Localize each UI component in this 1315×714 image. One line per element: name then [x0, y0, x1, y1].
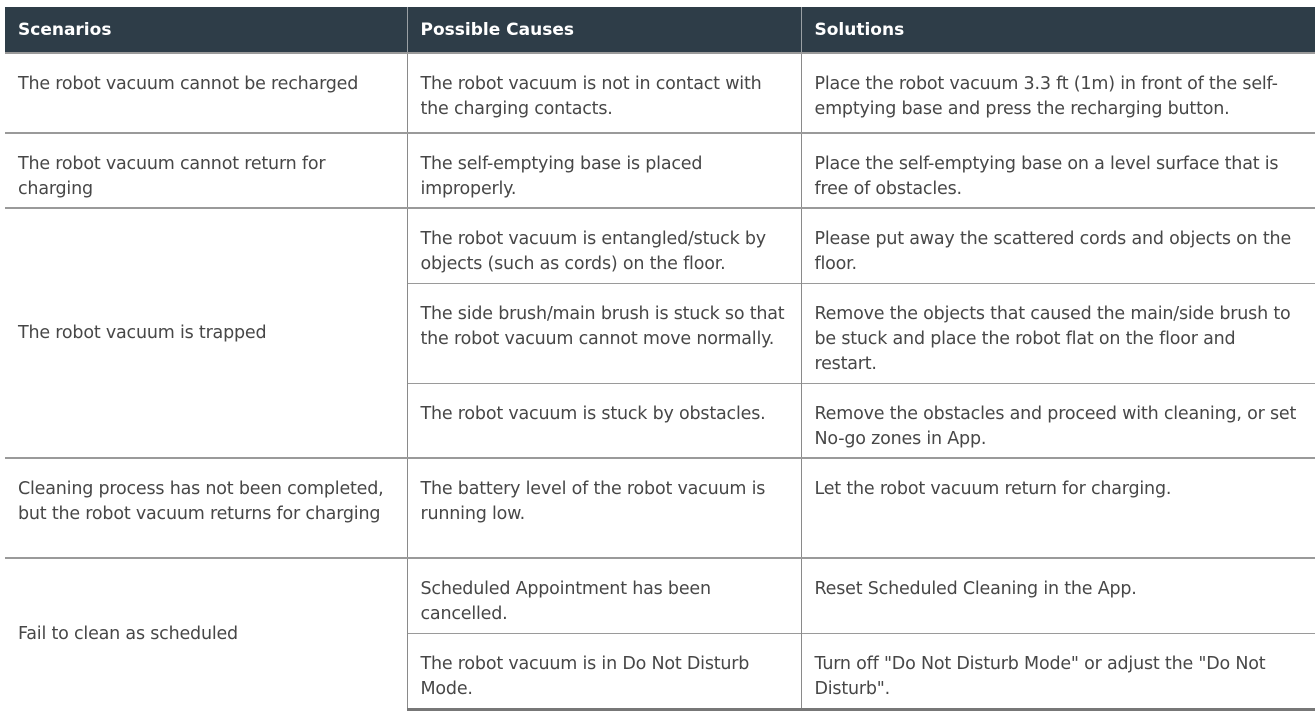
- scenario-cell: The robot vacuum is trapped: [5, 207, 407, 458]
- scenario-cell: The robot vacuum cannot return for charg…: [5, 132, 407, 208]
- table-row: The robot vacuum is stuck by obstacles. …: [5, 382, 1315, 458]
- cause-cell: The battery level of the robot vacuum is…: [406, 457, 801, 558]
- cause-cell: The side brush/main brush is stuck so th…: [406, 282, 801, 383]
- table-row: Cleaning process has not been completed,…: [5, 457, 1315, 558]
- table-row: The side brush/main brush is stuck so th…: [5, 282, 1315, 383]
- solution-cell: Place the robot vacuum 3.3 ft (1m) in fr…: [800, 52, 1315, 133]
- solution-cell: Place the self-emptying base on a level …: [800, 132, 1315, 208]
- table-row: The robot vacuum is trapped The robot va…: [5, 207, 1315, 458]
- cause-cell: The robot vacuum is in Do Not Disturb Mo…: [406, 632, 801, 711]
- table-row: The robot vacuum cannot be recharged The…: [5, 52, 1315, 133]
- header-row: Scenarios Possible Causes Solutions: [5, 7, 1315, 53]
- solution-cell: Let the robot vacuum return for charging…: [800, 457, 1315, 558]
- table-row: The robot vacuum cannot return for charg…: [5, 132, 1315, 208]
- troubleshooting-table: Scenarios Possible Causes Solutions The …: [5, 7, 1315, 711]
- scenario-cell: Cleaning process has not been completed,…: [5, 457, 407, 558]
- cause-cell: The robot vacuum is entangled/stuck by o…: [406, 207, 801, 283]
- scenario-cell: Fail to clean as scheduled: [5, 557, 407, 709]
- solution-cell: Remove the objects that caused the main/…: [800, 282, 1315, 383]
- cause-cell: The self-emptying base is placed imprope…: [406, 132, 801, 208]
- scenario-cell: The robot vacuum cannot be recharged: [5, 52, 407, 133]
- table-row: The robot vacuum is in Do Not Disturb Mo…: [5, 632, 1315, 711]
- cause-cell: Scheduled Appointment has been cancelled…: [406, 557, 801, 633]
- header-scenarios: Scenarios: [5, 7, 407, 53]
- cause-cell: The robot vacuum is not in contact with …: [406, 52, 801, 133]
- solution-cell: Please put away the scattered cords and …: [800, 207, 1315, 283]
- solution-cell: Turn off "Do Not Disturb Mode" or adjust…: [800, 632, 1315, 711]
- solution-cell: Remove the obstacles and proceed with cl…: [800, 382, 1315, 458]
- header-causes: Possible Causes: [406, 7, 801, 53]
- header-solutions: Solutions: [800, 7, 1315, 53]
- table-row: Fail to clean as scheduled Scheduled App…: [5, 557, 1315, 709]
- solution-cell: Reset Scheduled Cleaning in the App.: [800, 557, 1315, 633]
- cause-cell: The robot vacuum is stuck by obstacles.: [406, 382, 801, 458]
